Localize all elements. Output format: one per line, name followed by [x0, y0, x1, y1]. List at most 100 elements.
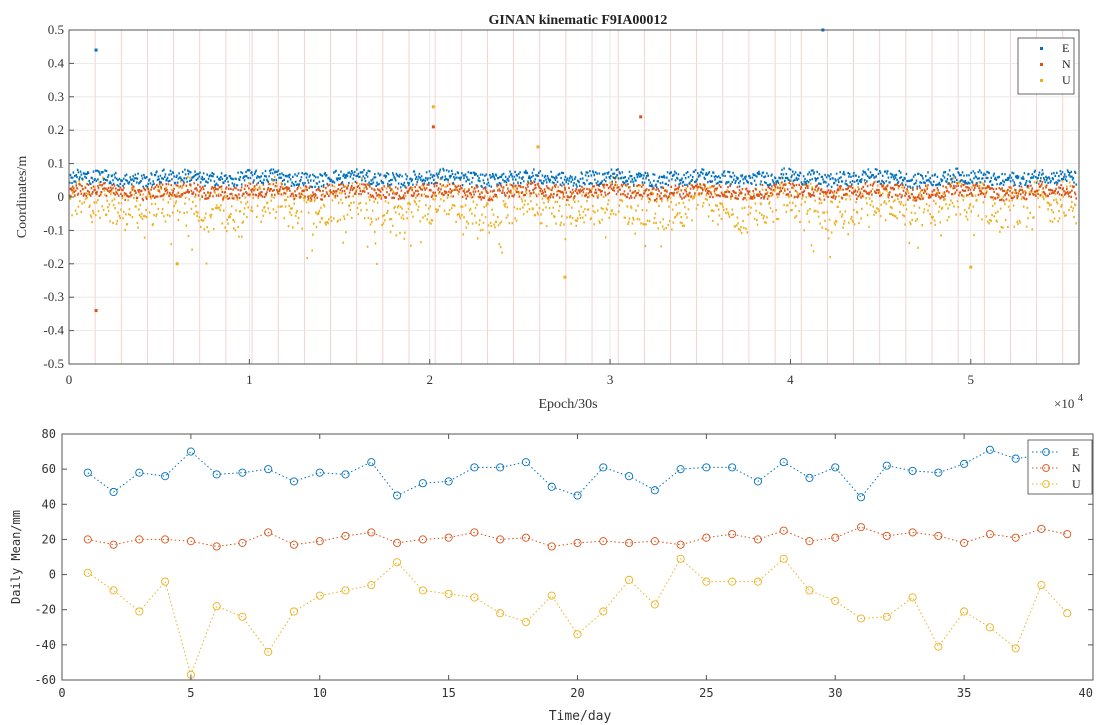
series-U-point	[367, 581, 376, 590]
x-exponent-power: 4	[1078, 393, 1083, 404]
top-y-tick-label: 0.3	[48, 89, 64, 104]
series-N-point	[341, 531, 350, 540]
series-E-point	[212, 470, 221, 479]
bottom-x-ticks: 0 5 10 15 20 25 30 35 40	[58, 434, 1094, 700]
series-E-point	[161, 472, 170, 481]
series-U-point	[1037, 581, 1046, 590]
bottom-plot-area	[61, 433, 1094, 681]
series-N-point	[547, 542, 556, 551]
bottom-y-tick-label: -40	[34, 638, 56, 652]
bottom-y-tick-label: 60	[42, 462, 56, 476]
series-U-point	[934, 642, 943, 651]
series-E-point	[856, 493, 866, 502]
series-N-point	[1063, 530, 1072, 539]
legend-marker-U	[1040, 79, 1043, 82]
series-E-point	[470, 463, 479, 472]
series-U-point	[289, 607, 299, 616]
top-chart-title: GINAN kinematic F9IA00012	[489, 13, 668, 28]
series-U-point	[728, 577, 737, 586]
series-N-point	[418, 535, 427, 544]
series-N-point	[625, 538, 634, 547]
bottom-x-tick-label: 30	[828, 686, 842, 700]
series-N-point	[882, 531, 891, 540]
series-N-point	[650, 537, 659, 546]
series-N-point	[367, 528, 376, 537]
series-E-point	[908, 466, 917, 475]
series-U-outlier	[431, 105, 435, 109]
top-y-tick-label: -0.4	[43, 323, 64, 338]
series-N-point	[831, 533, 840, 542]
series-E-point	[393, 491, 402, 500]
bottom-y-axis-label: Daily Mean/mm	[9, 510, 23, 604]
series-E-point	[599, 463, 608, 472]
series-U-point	[315, 591, 324, 600]
series-U-point	[650, 600, 659, 609]
series-U-outlier	[969, 265, 973, 269]
series-E-point	[186, 447, 195, 456]
series-U-point	[985, 623, 994, 632]
series-N-outlier	[94, 309, 98, 313]
bottom-x-tick-label: 0	[58, 686, 65, 700]
series-U-point	[573, 630, 582, 639]
series-U-outlier	[563, 275, 567, 279]
series-U-point	[753, 577, 762, 586]
series-U-points	[69, 105, 1077, 279]
bottom-y-tick-label: 20	[42, 532, 56, 546]
series-N-point	[599, 537, 608, 546]
bottom-x-tick-label: 20	[570, 686, 584, 700]
top-y-tick-label: 0.2	[48, 122, 64, 137]
series-N-point	[960, 538, 969, 547]
bottom-legend-label-N: N	[1072, 461, 1081, 475]
series-U-point	[547, 591, 556, 600]
series-N-point	[1037, 524, 1046, 533]
series-E-point	[985, 445, 994, 454]
series-U-point	[470, 593, 479, 602]
series-E-point	[83, 468, 92, 477]
series-U-point	[521, 617, 531, 627]
series-E-line	[87, 449, 1068, 499]
series-U-point	[702, 577, 711, 586]
top-x-axis-label: Epoch/30s	[538, 397, 597, 412]
series-E-point	[573, 491, 582, 500]
series-E-point	[753, 477, 762, 486]
series-E-point	[496, 463, 505, 472]
series-U-point	[1063, 609, 1072, 618]
series-U-point	[599, 607, 608, 616]
top-y-tick-label: 0.1	[48, 156, 64, 171]
series-N-point	[186, 537, 195, 546]
bottom-x-tick-label: 5	[187, 686, 194, 700]
bottom-legend-label-U: U	[1072, 477, 1081, 491]
series-E-point	[831, 463, 840, 472]
bottom-legend-box	[1027, 439, 1093, 495]
series-N-point	[444, 533, 453, 542]
series-U-point	[831, 596, 840, 605]
top-legend: ENU	[1017, 37, 1075, 95]
top-y-tick-label: 0.5	[48, 22, 64, 37]
top-grid	[68, 29, 1079, 365]
series-E-point	[702, 463, 711, 472]
bottom-y-tick-label: -20	[34, 603, 56, 617]
series-E-point	[625, 472, 634, 481]
series-E-point	[341, 470, 350, 479]
series-N-outlier	[431, 125, 435, 129]
series-N-daily	[83, 523, 1072, 551]
x-exponent-base: ×10	[1054, 396, 1074, 411]
series-U-point	[960, 607, 969, 616]
series-U-point	[496, 609, 505, 618]
bottom-legend-marker-E	[1042, 448, 1050, 456]
bottom-y-tick-label: -60	[34, 673, 56, 687]
bottom-data-marks	[83, 445, 1072, 679]
series-N-point	[135, 535, 144, 544]
series-E-point	[650, 486, 659, 495]
bottom-x-tick-label: 35	[957, 686, 971, 700]
series-E-point	[960, 459, 969, 468]
series-N-point	[83, 535, 92, 544]
top-coordinate-chart: 0 1 2 3 4 5 -0.5 -0.4 -0.3 -0.2 -0.1 0 0.1 0.2 0.3 0.4…	[15, 13, 1083, 412]
legend-marker-N	[1040, 63, 1043, 66]
bottom-y-tick-label: 0	[49, 568, 56, 582]
series-N-point	[289, 540, 299, 549]
series-E-point	[676, 465, 685, 474]
top-y-tick-label: -0.2	[43, 256, 64, 271]
top-x-tick-label: 4	[787, 372, 794, 387]
series-N-point	[1011, 533, 1020, 542]
